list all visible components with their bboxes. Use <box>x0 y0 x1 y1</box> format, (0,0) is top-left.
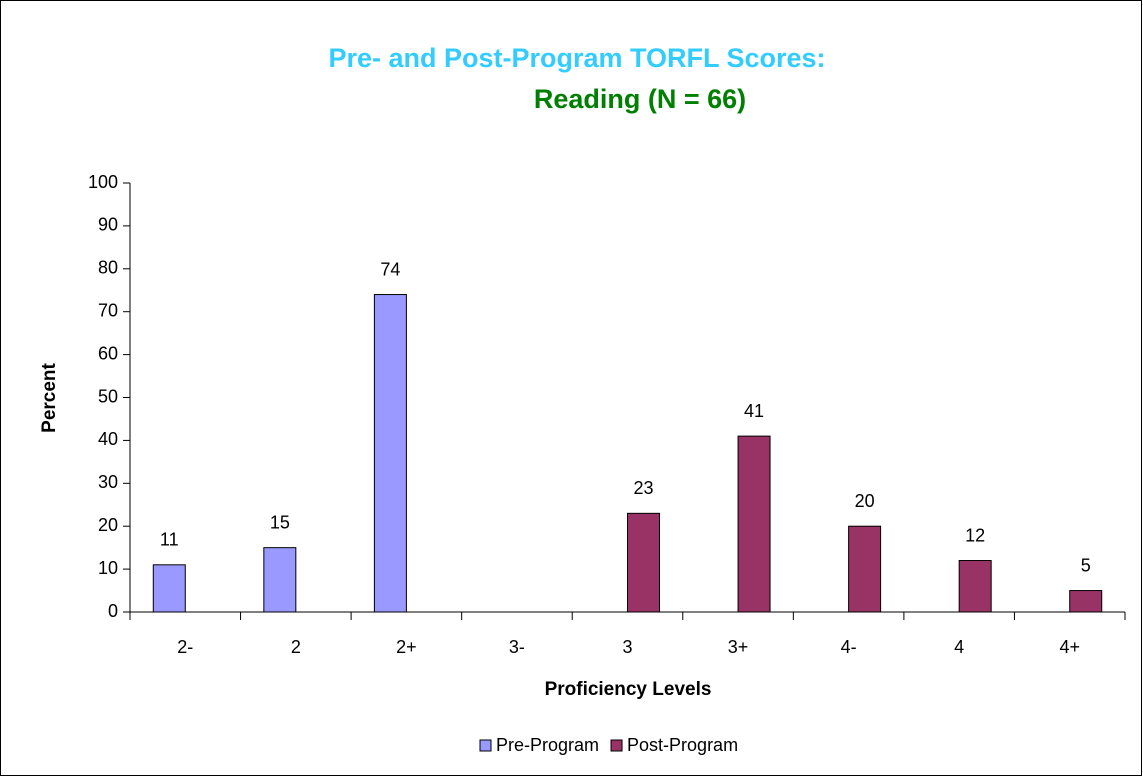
y-tick-label: 60 <box>98 343 118 363</box>
y-tick-label: 30 <box>98 472 118 492</box>
y-tick-label: 50 <box>98 386 118 406</box>
x-axis-title: Proficiency Levels <box>545 679 712 700</box>
y-tick-label: 90 <box>98 215 118 235</box>
x-tick-label: 2 <box>291 637 301 657</box>
bar <box>373 294 407 613</box>
y-tick-label: 10 <box>98 558 118 578</box>
data-label: 15 <box>270 512 290 532</box>
x-tick-label: 4 <box>954 637 964 657</box>
x-tick-label: 4+ <box>1059 637 1080 657</box>
legend-label: Post-Program <box>627 735 738 755</box>
legend-swatch <box>479 739 492 752</box>
data-label: 74 <box>380 259 400 279</box>
data-label: 20 <box>855 491 875 511</box>
chart-title: Pre- and Post-Program TORFL Scores: <box>328 43 825 73</box>
bar <box>958 560 992 613</box>
bar <box>1069 590 1103 613</box>
data-label: 5 <box>1081 555 1091 575</box>
data-label: 41 <box>744 401 764 421</box>
data-label: 12 <box>965 525 985 545</box>
x-tick-label: 4- <box>841 637 857 657</box>
x-tick-label: 3 <box>622 637 632 657</box>
bar <box>848 525 882 613</box>
data-label: 23 <box>633 478 653 498</box>
x-tick-label: 2+ <box>396 637 417 657</box>
y-tick-label: 0 <box>108 601 118 621</box>
legend-swatch <box>610 739 623 752</box>
bar <box>263 547 297 613</box>
data-label: 11 <box>160 530 179 550</box>
y-tick-label: 40 <box>98 429 118 449</box>
x-tick-label: 3- <box>509 637 525 657</box>
y-tick-label: 70 <box>98 300 118 320</box>
y-tick-label: 100 <box>88 172 118 192</box>
x-tick-label: 3+ <box>728 637 749 657</box>
legend-label: Pre-Program <box>496 735 599 755</box>
bar <box>152 564 186 613</box>
y-tick-label: 80 <box>98 258 118 278</box>
x-tick-label: 2- <box>177 637 193 657</box>
chart-subtitle: Reading (N = 66) <box>534 84 746 114</box>
bar <box>627 512 660 613</box>
bar <box>737 435 771 613</box>
y-axis-title: Percent <box>39 362 60 432</box>
y-tick-label: 20 <box>98 515 118 535</box>
